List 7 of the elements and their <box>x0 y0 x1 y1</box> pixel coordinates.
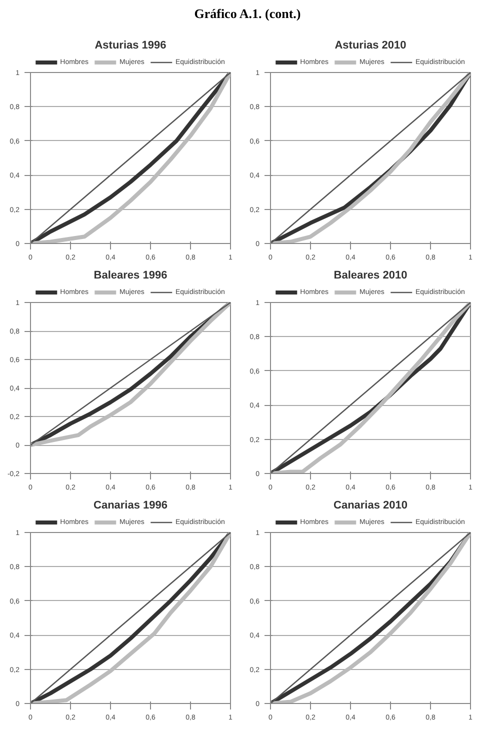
chart-title: Canarias 1996 <box>94 500 168 512</box>
chart-title: Baleares 2010 <box>334 270 408 282</box>
text: Gráfico A.1. (cont.) <box>194 5 301 23</box>
chart-title: Asturias 2010 <box>334 40 406 52</box>
chart-title: Canarias 2010 <box>334 500 408 512</box>
chart-title: Asturias 1996 <box>94 40 166 52</box>
chart-title: Baleares 1996 <box>94 270 168 282</box>
